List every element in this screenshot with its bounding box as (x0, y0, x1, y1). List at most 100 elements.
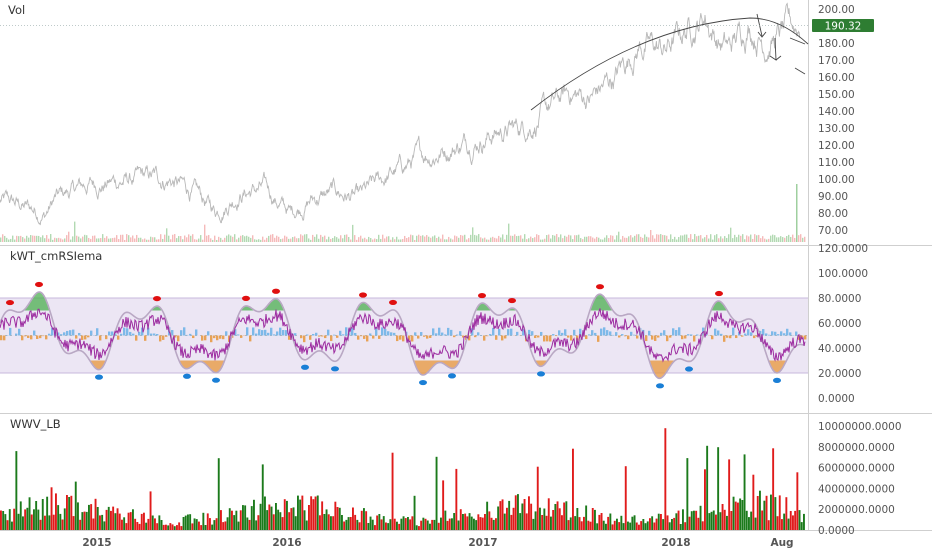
volume-bar (352, 507, 354, 530)
overbought-fill (722, 302, 723, 311)
volume-bar (723, 509, 726, 530)
price-pane-volume-bar (402, 238, 404, 242)
histogram-bar (453, 335, 456, 338)
price-pane-volume-bar (578, 234, 580, 242)
price-pane-volume-bar (114, 237, 116, 242)
price-pane-volume-bar (178, 236, 180, 242)
histogram-bar (705, 334, 708, 336)
price-pane-volume-bar (610, 235, 612, 242)
histogram-bar (672, 328, 675, 336)
price-pane-volume-bar (336, 237, 338, 242)
price-pane-volume-bar (344, 234, 346, 242)
histogram-bar (270, 327, 273, 336)
volume-bar (200, 525, 203, 530)
price-pane-volume-bar (38, 235, 40, 242)
price-pane-volume-bar (160, 234, 162, 242)
volume-bar (61, 519, 64, 530)
low-dot (537, 371, 545, 377)
price-pane-volume-bar (528, 238, 530, 242)
price-tick-label: 70.00 (818, 225, 848, 237)
overbought-fill (38, 292, 39, 311)
volume-bar (490, 517, 493, 530)
volume-bar (103, 521, 106, 530)
price-pane-volume-bar (682, 235, 684, 242)
price-pane-volume-bar (214, 235, 216, 242)
price-pane-volume-bar (128, 235, 130, 242)
volume-bar (666, 515, 669, 530)
histogram-bar (363, 335, 366, 339)
price-pane-volume-bar (192, 234, 194, 242)
histogram-bar (771, 331, 774, 336)
volume-bar (750, 511, 753, 530)
volume-bar (171, 524, 174, 530)
price-pane-volume-bar (462, 235, 464, 242)
volume-bar (682, 509, 684, 530)
price-pane-volume-bar (420, 235, 422, 242)
oversold-fill (451, 360, 452, 369)
histogram-bar (573, 329, 576, 336)
price-pane-volume-bar (606, 235, 608, 242)
overbought-fill (270, 302, 271, 311)
price-pane-volume-bar (502, 234, 504, 242)
oversold-fill (544, 360, 545, 365)
time-tick-label: Aug (770, 537, 793, 549)
histogram-bar (300, 335, 303, 339)
price-pane-volume-bar (18, 236, 20, 242)
price-pane-volume-bar (206, 235, 208, 242)
volume-bar (525, 513, 528, 530)
volume-tick-label: 4000000.0000 (818, 483, 895, 495)
volume-bar (618, 522, 621, 530)
price-pane-volume-bar (560, 234, 562, 242)
volume-bar (572, 448, 574, 530)
volume-bar (684, 522, 687, 530)
price-pane-volume-bar (554, 235, 556, 242)
price-pane-volume-bar (338, 238, 340, 242)
price-pane-volume-bar (720, 236, 722, 242)
volume-bar (596, 523, 599, 530)
histogram-bar (171, 330, 174, 336)
volume-tick-label: 6000000.0000 (818, 463, 895, 475)
oversold-fill (213, 360, 214, 372)
overbought-fill (268, 304, 269, 311)
overbought-fill (274, 299, 275, 311)
volume-bar (314, 496, 317, 530)
price-pane-volume-bar (716, 234, 718, 242)
price-pane-volume-bar (564, 235, 566, 242)
price-pane-volume-bar (24, 238, 26, 242)
histogram-bar (618, 335, 621, 338)
oscillator-tick-label: 40.0000 (818, 343, 861, 355)
volume-bar (303, 510, 306, 530)
volume-bar (481, 517, 484, 530)
volume-bar (420, 520, 423, 530)
oversold-fill (97, 360, 98, 370)
volume-bar (129, 512, 132, 530)
volume-bar (609, 513, 612, 530)
volume-bar (19, 501, 22, 530)
volume-bar (638, 524, 640, 530)
price-pane-volume-bar (120, 234, 122, 242)
oversold-fill (773, 360, 774, 371)
price-pane-volume-bar (758, 234, 760, 242)
price-pane-volume-bar (622, 235, 624, 242)
price-pane-volume-bar (582, 239, 584, 242)
volume-bar (624, 466, 627, 530)
volume-bar (424, 518, 427, 530)
price-pane-volume-bar (292, 237, 294, 242)
oversold-fill (777, 360, 778, 373)
volume-bar (539, 507, 541, 530)
oversold-fill (670, 360, 671, 367)
high-dot (359, 292, 367, 298)
volume-bar (209, 518, 211, 530)
oversold-fill (209, 360, 210, 368)
volume-bar (118, 513, 121, 530)
price-pane-volume-bar (418, 234, 420, 242)
low-dot (183, 373, 191, 379)
price-pane-volume-bar (230, 235, 232, 242)
volume-bar (510, 514, 513, 530)
volume-bar (277, 509, 280, 530)
price-pane-volume-bar (332, 238, 334, 242)
oversold-fill (438, 360, 439, 363)
price-pane-volume-bar (254, 239, 256, 242)
volume-bar (796, 472, 799, 530)
